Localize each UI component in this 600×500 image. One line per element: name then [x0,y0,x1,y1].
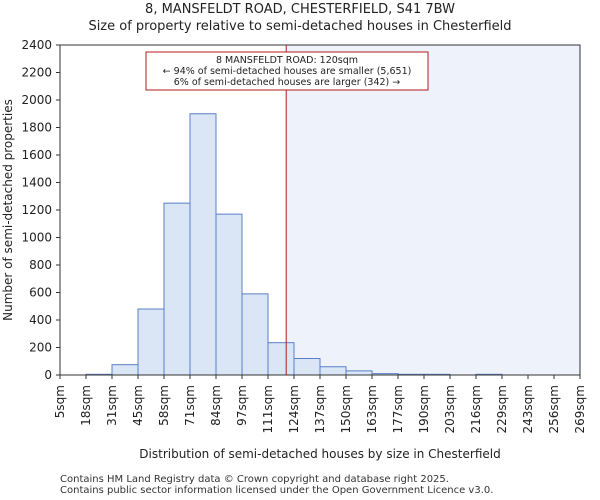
x-tick-label: 256sqm [547,385,561,433]
x-tick-label: 163sqm [365,385,379,433]
y-axis-label: Number of semi-detached properties [1,99,15,321]
x-tick-label: 203sqm [443,385,457,433]
y-tick-label: 2400 [21,38,52,52]
histogram-bar-97sqm [241,293,269,376]
x-tick-label: 137sqm [313,385,327,433]
x-tick-label: 124sqm [287,385,301,433]
annotation-line-1: 8 MANSFELDT ROAD: 120sqm [216,55,358,66]
y-tick-label: 1800 [21,121,52,135]
y-tick-label: 2200 [21,66,52,80]
y-tick-label: 600 [29,286,52,300]
histogram-bar-71sqm [189,113,217,376]
y-tick-label: 200 [29,341,52,355]
y-tick-label: 2000 [21,93,52,107]
x-tick-label: 269sqm [573,385,587,433]
x-tick-label: 229sqm [495,385,509,433]
x-tick-label: 5sqm [53,385,67,418]
x-tick-label: 216sqm [469,385,483,433]
x-tick-label: 243sqm [521,385,535,433]
y-tick-label: 1000 [21,231,52,245]
y-tick-label: 400 [29,313,52,327]
histogram-bar-58sqm [163,202,191,376]
histogram-bar-150sqm [345,370,373,376]
y-tick-label: 0 [44,368,52,382]
larger-region-highlight [286,45,580,375]
x-tick-label: 84sqm [209,385,223,426]
x-axis-label: Distribution of semi-detached houses by … [139,447,500,461]
x-tick-label: 31sqm [105,385,119,426]
x-tick-label: 190sqm [417,385,431,433]
histogram-bar-124sqm [293,358,321,376]
histogram-bar-31sqm [111,364,139,376]
chart-title: 8, MANSFELDT ROAD, CHESTERFIELD, S41 7BW [145,2,455,17]
x-tick-label: 45sqm [131,385,145,426]
x-tick-label: 71sqm [183,385,197,426]
histogram-bar-84sqm [215,213,243,376]
histogram-bar-45sqm [137,308,165,376]
annotation-line-3: 6% of semi-detached houses are larger (3… [174,77,401,88]
histogram-bar-111sqm [267,342,295,376]
histogram-chart: 0 200 400 600 800 1000 1200 1400 1600 1800 2000 220… [1,38,587,461]
x-tick-label: 150sqm [339,385,353,433]
footer-copyright: Contains HM Land Registry data © Crown c… [60,474,449,485]
histogram-bar-137sqm [319,366,347,376]
y-tick-label: 1400 [21,176,52,190]
x-tick-label: 111sqm [261,385,275,433]
y-tick-label: 1200 [21,203,52,217]
annotation-box [145,51,429,91]
footer-licence: Contains public sector information licen… [60,485,494,496]
x-tick-label: 97sqm [235,385,249,426]
chart-subtitle: Size of property relative to semi-detach… [88,19,512,34]
annotation-line-2: ← 94% of semi-detached houses are smalle… [163,66,412,77]
x-tick-label: 177sqm [391,385,405,433]
y-tick-label: 1600 [21,148,52,162]
y-tick-label: 800 [29,258,52,272]
x-tick-label: 58sqm [157,385,171,426]
x-tick-label: 18sqm [79,385,93,426]
